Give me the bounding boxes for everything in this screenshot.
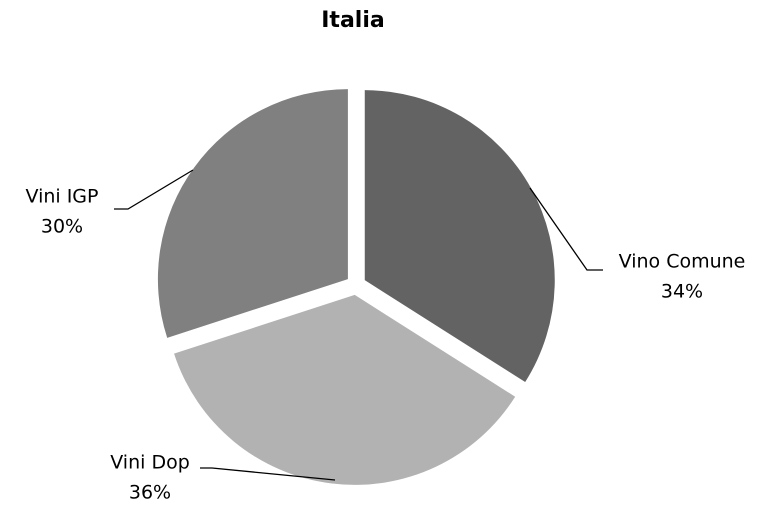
leader-line — [200, 467, 336, 481]
data-label-value: 36% — [129, 482, 171, 504]
data-label-value: 34% — [661, 281, 703, 303]
leader-line — [529, 187, 603, 271]
data-label-name: Vino Comune — [619, 251, 746, 273]
pie-slice — [174, 294, 516, 485]
data-label-name: Vini Dop — [110, 452, 190, 474]
pie-slice — [364, 90, 555, 382]
leader-line — [114, 169, 194, 210]
data-label-name: Vini IGP — [25, 186, 98, 208]
chart-title: Italia — [321, 8, 384, 33]
pie-slice — [157, 89, 348, 338]
data-label-value: 30% — [41, 216, 83, 238]
